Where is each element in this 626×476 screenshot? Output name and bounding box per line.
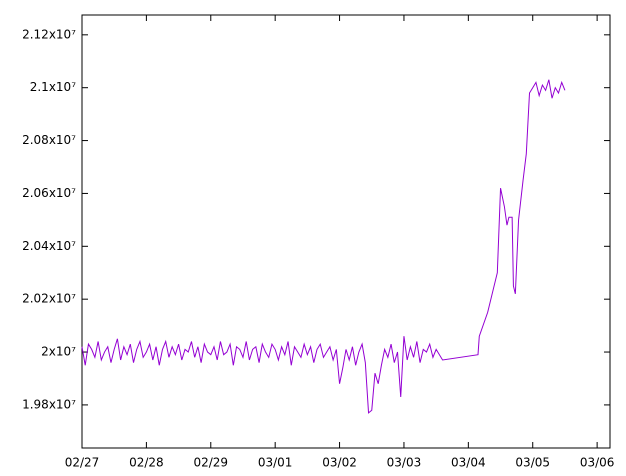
x-tick-label: 03/05 xyxy=(515,456,550,470)
x-tick-label: 02/27 xyxy=(65,456,100,470)
y-tick-label: 1.98x10⁷ xyxy=(22,397,76,411)
x-tick-label: 03/06 xyxy=(580,456,615,470)
data-line xyxy=(81,79,566,414)
y-tick-label: 2x10⁷ xyxy=(41,345,76,359)
x-tick-label: 03/03 xyxy=(387,456,422,470)
x-tick-label: 03/02 xyxy=(322,456,357,470)
x-tick-label: 02/28 xyxy=(129,456,164,470)
y-tick-label: 2.04x10⁷ xyxy=(22,239,76,253)
x-tick-label: 02/29 xyxy=(193,456,228,470)
x-tick-label: 03/01 xyxy=(258,456,293,470)
y-tick-label: 2.06x10⁷ xyxy=(22,186,76,200)
x-tick-label: 03/04 xyxy=(451,456,486,470)
plot-border xyxy=(81,14,611,449)
y-tick-label: 2.02x10⁷ xyxy=(22,292,76,306)
y-tick-label: 2.1x10⁷ xyxy=(30,80,76,94)
y-tick-label: 2.12x10⁷ xyxy=(22,27,76,41)
y-tick-label: 2.08x10⁷ xyxy=(22,133,76,147)
